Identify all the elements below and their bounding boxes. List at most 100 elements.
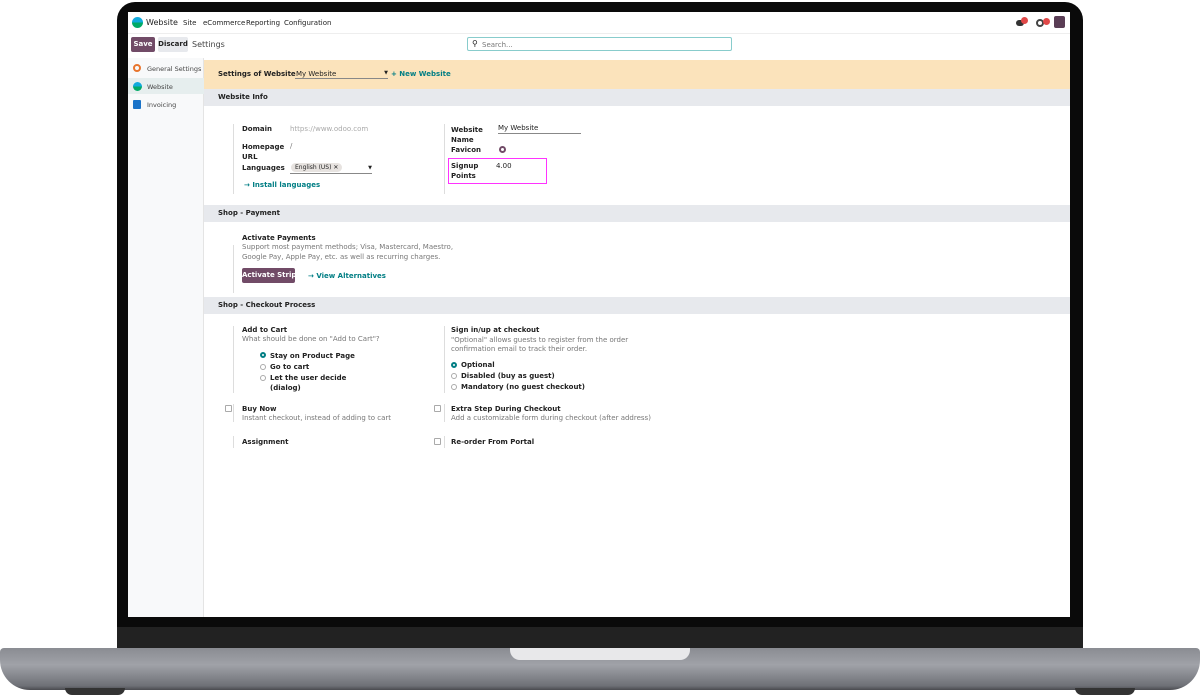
menu-site[interactable]: Site xyxy=(183,19,197,27)
buy-now-checkbox[interactable] xyxy=(225,405,232,412)
chevron-down-icon: ▼ xyxy=(368,165,372,171)
language-tag[interactable]: English (US) ✕ xyxy=(291,163,343,172)
reorder-checkbox[interactable] xyxy=(434,438,441,445)
divider xyxy=(444,404,445,422)
extra-step-desc: Add a customizable form during checkout … xyxy=(451,414,651,422)
laptop-chin xyxy=(117,627,1083,649)
user-avatar[interactable] xyxy=(1054,16,1065,28)
option-label: Mandatory (no guest checkout) xyxy=(461,383,585,391)
notification-badge xyxy=(1021,17,1028,24)
install-languages-link[interactable]: → Install languages xyxy=(244,181,320,189)
website-app-icon xyxy=(133,82,142,91)
radio-stay-on-product[interactable] xyxy=(260,352,266,358)
sidebar-item-label: Website xyxy=(147,83,173,91)
menu-configuration[interactable]: Configuration xyxy=(284,19,332,27)
section-checkout-process: Shop - Checkout Process xyxy=(204,297,1070,314)
website-selector-label: Settings of Website xyxy=(218,70,296,78)
menu-ecommerce[interactable]: eCommerce xyxy=(203,19,246,27)
radio-let-user-decide[interactable] xyxy=(260,375,266,381)
sidebar: General Settings Website Invoicing xyxy=(128,58,204,617)
website-name-input[interactable]: My Website xyxy=(498,124,581,134)
sidebar-item-general-settings[interactable]: General Settings xyxy=(128,60,204,76)
option-label: Let the user decide xyxy=(270,374,347,382)
divider xyxy=(233,404,234,422)
signup-points-highlight xyxy=(448,158,547,184)
buy-now-desc: Instant checkout, instead of adding to c… xyxy=(242,414,391,422)
signup-points-input[interactable]: 4.00 xyxy=(496,162,512,170)
option-label: (dialog) xyxy=(270,384,301,392)
language-tag-label: English (US) xyxy=(295,164,332,171)
activate-stripe-button[interactable]: Activate Stripe xyxy=(242,268,301,283)
section-website-info: Website Info xyxy=(204,89,1070,106)
invoicing-app-icon xyxy=(133,100,141,109)
sidebar-item-invoicing[interactable]: Invoicing xyxy=(128,96,204,112)
languages-field[interactable]: English (US) ✕ ▼ xyxy=(290,162,372,174)
laptop-notch xyxy=(510,648,690,660)
signup-points-label: Signup Points xyxy=(451,162,479,180)
new-website-button[interactable]: + New Website xyxy=(391,70,451,78)
favicon-image[interactable] xyxy=(499,146,506,153)
divider xyxy=(444,326,445,393)
divider xyxy=(233,326,234,393)
website-select-value: My Website xyxy=(296,70,337,78)
activity-clock-icon[interactable] xyxy=(1036,18,1050,27)
website-selector-bar: Settings of Website My Website ▼ + New W… xyxy=(204,60,1070,89)
chat-icon[interactable] xyxy=(1016,17,1028,26)
divider xyxy=(444,436,445,448)
discard-button[interactable]: Discard xyxy=(158,37,188,52)
odoo-logo-icon xyxy=(133,64,141,72)
radio-go-to-cart[interactable] xyxy=(260,364,266,370)
sidebar-item-label: General Settings xyxy=(147,65,202,73)
arrow-right-icon: → xyxy=(308,272,317,280)
divider xyxy=(444,124,445,194)
view-alternatives-label: View Alternatives xyxy=(316,272,386,280)
option-label: Stay on Product Page xyxy=(270,352,355,360)
website-name-label: Website Name xyxy=(451,126,483,144)
option-label: Disabled (buy as guest) xyxy=(461,372,555,380)
sidebar-item-website[interactable]: Website xyxy=(128,78,204,94)
website-app-icon xyxy=(132,17,143,28)
search-placeholder: Search... xyxy=(482,41,513,49)
favicon-label: Favicon xyxy=(451,146,481,154)
laptop-foot xyxy=(65,688,125,695)
content-fade xyxy=(204,448,1070,617)
sidebar-item-label: Invoicing xyxy=(147,101,177,109)
navbar: Website Site eCommerce Reporting Configu… xyxy=(128,12,1070,34)
radio-mandatory[interactable] xyxy=(451,384,457,390)
menu-reporting[interactable]: Reporting xyxy=(246,19,281,27)
sign-in-heading: Sign in/up at checkout xyxy=(451,326,540,334)
app-title[interactable]: Website xyxy=(146,18,178,27)
languages-label: Languages xyxy=(242,164,285,172)
divider xyxy=(233,124,234,194)
homepage-url-input[interactable]: / xyxy=(290,142,293,150)
chevron-down-icon: ▼ xyxy=(384,70,388,76)
option-label: Go to cart xyxy=(270,363,310,371)
divider xyxy=(233,245,234,293)
domain-input[interactable]: https://www.odoo.com xyxy=(290,125,369,133)
website-name-value: My Website xyxy=(498,124,539,132)
assignment-heading: Assignment xyxy=(242,438,289,446)
save-button[interactable]: Save xyxy=(131,37,155,52)
radio-optional[interactable] xyxy=(451,362,457,368)
search-input[interactable]: ⚲ Search... xyxy=(467,37,732,51)
screen: Website Site eCommerce Reporting Configu… xyxy=(128,12,1070,617)
activate-payments-desc: Support most payment methods; Visa, Mast… xyxy=(242,243,454,251)
remove-tag-icon[interactable]: ✕ xyxy=(333,164,339,171)
extra-step-heading: Extra Step During Checkout xyxy=(451,405,561,413)
laptop-foot xyxy=(1075,688,1135,695)
option-label: Optional xyxy=(461,361,495,369)
divider xyxy=(233,436,234,448)
sign-in-desc: "Optional" allows guests to register fro… xyxy=(451,336,629,344)
website-select[interactable]: My Website ▼ xyxy=(295,68,388,79)
extra-step-checkbox[interactable] xyxy=(434,405,441,412)
section-shop-payment: Shop - Payment xyxy=(204,205,1070,222)
add-to-cart-heading: Add to Cart xyxy=(242,326,288,334)
radio-disabled[interactable] xyxy=(451,373,457,379)
notification-badge xyxy=(1043,18,1050,25)
sign-in-desc: confirmation email to track their order. xyxy=(451,345,588,353)
activate-payments-heading: Activate Payments xyxy=(242,234,316,242)
activate-payments-desc: Google Pay, Apple Pay, etc. as well as r… xyxy=(242,253,441,261)
reorder-heading: Re-order From Portal xyxy=(451,438,535,446)
view-alternatives-link[interactable]: → View Alternatives xyxy=(308,272,386,280)
install-languages-label: Install languages xyxy=(252,181,321,189)
